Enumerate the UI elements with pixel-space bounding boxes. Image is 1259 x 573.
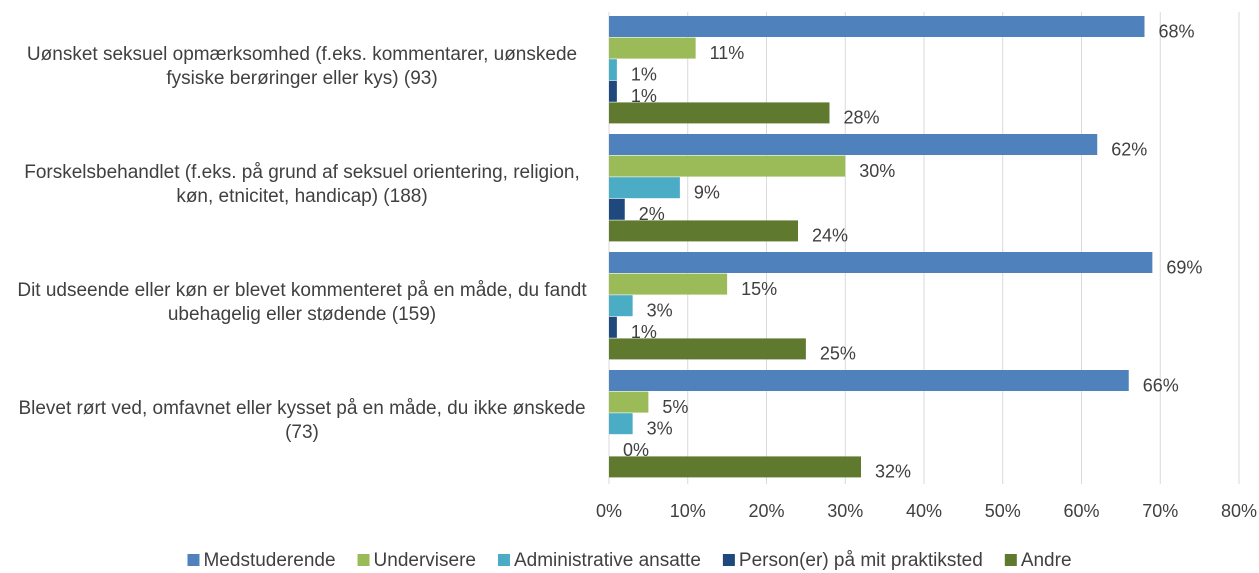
category-label: Uønsket seksuel opmærksomhed (f.eks. kom… bbox=[26, 44, 578, 89]
data-label: 2% bbox=[639, 204, 665, 224]
bar bbox=[609, 220, 798, 242]
legend-swatch bbox=[1004, 554, 1017, 566]
legend-label: Person(er) på mit praktiksted bbox=[739, 550, 983, 571]
bar bbox=[609, 252, 1153, 273]
bar bbox=[609, 16, 1145, 37]
data-label: 69% bbox=[1166, 257, 1202, 277]
legend-swatch bbox=[187, 554, 200, 566]
bar bbox=[609, 134, 1098, 155]
data-label: 3% bbox=[647, 418, 673, 438]
data-label: 66% bbox=[1143, 375, 1179, 395]
data-label: 15% bbox=[741, 279, 777, 299]
category-label: Dit udseende eller køn er blevet komment… bbox=[17, 280, 587, 325]
category-label: Blevet rørt ved, omfavnet eller kysset p… bbox=[18, 398, 586, 443]
legend-label: Undervisere bbox=[374, 550, 476, 571]
bar bbox=[609, 413, 633, 435]
legend-swatch bbox=[497, 554, 510, 566]
bar bbox=[609, 316, 617, 338]
bar bbox=[609, 198, 625, 220]
bar bbox=[609, 456, 861, 478]
data-label: 32% bbox=[875, 462, 911, 482]
data-label: 62% bbox=[1111, 139, 1147, 159]
bar bbox=[609, 370, 1129, 391]
x-tick-label: 70% bbox=[1142, 501, 1178, 521]
legend-label: Administrative ansatte bbox=[514, 550, 701, 571]
x-tick-label: 40% bbox=[906, 501, 942, 521]
x-tick-label: 50% bbox=[985, 501, 1021, 521]
x-tick-label: 30% bbox=[827, 501, 863, 521]
x-tick-label: 80% bbox=[1221, 501, 1257, 521]
data-label: 0% bbox=[623, 440, 649, 460]
data-label: 30% bbox=[859, 161, 895, 181]
data-label: 1% bbox=[631, 322, 657, 342]
x-tick-label: 10% bbox=[670, 501, 706, 521]
legend-label: Andre bbox=[1021, 550, 1072, 571]
bar bbox=[609, 273, 728, 295]
data-label: 3% bbox=[647, 300, 673, 320]
bar bbox=[609, 295, 633, 317]
bar bbox=[609, 102, 830, 124]
data-label: 24% bbox=[812, 226, 848, 246]
bar bbox=[609, 177, 680, 199]
data-label: 11% bbox=[710, 43, 745, 63]
bar bbox=[609, 80, 617, 102]
data-label: 1% bbox=[631, 64, 657, 84]
bar bbox=[609, 37, 696, 59]
bar bbox=[609, 391, 649, 413]
data-label: 1% bbox=[631, 86, 657, 106]
data-label: 28% bbox=[844, 108, 880, 128]
legend-swatch bbox=[722, 554, 735, 566]
x-tick-label: 0% bbox=[596, 501, 622, 521]
category-label: Forskelsbehandlet (f.eks. på grund af se… bbox=[24, 162, 580, 207]
x-tick-label: 60% bbox=[1063, 501, 1099, 521]
bar bbox=[609, 155, 846, 177]
x-tick-label: 20% bbox=[748, 501, 784, 521]
data-label: 25% bbox=[820, 344, 856, 364]
data-label: 68% bbox=[1159, 21, 1195, 41]
legend-swatch bbox=[357, 554, 370, 566]
bar bbox=[609, 59, 617, 81]
data-label: 5% bbox=[662, 397, 688, 417]
data-label: 9% bbox=[694, 182, 720, 202]
bar bbox=[609, 338, 806, 360]
legend-label: Medstuderende bbox=[203, 550, 335, 571]
